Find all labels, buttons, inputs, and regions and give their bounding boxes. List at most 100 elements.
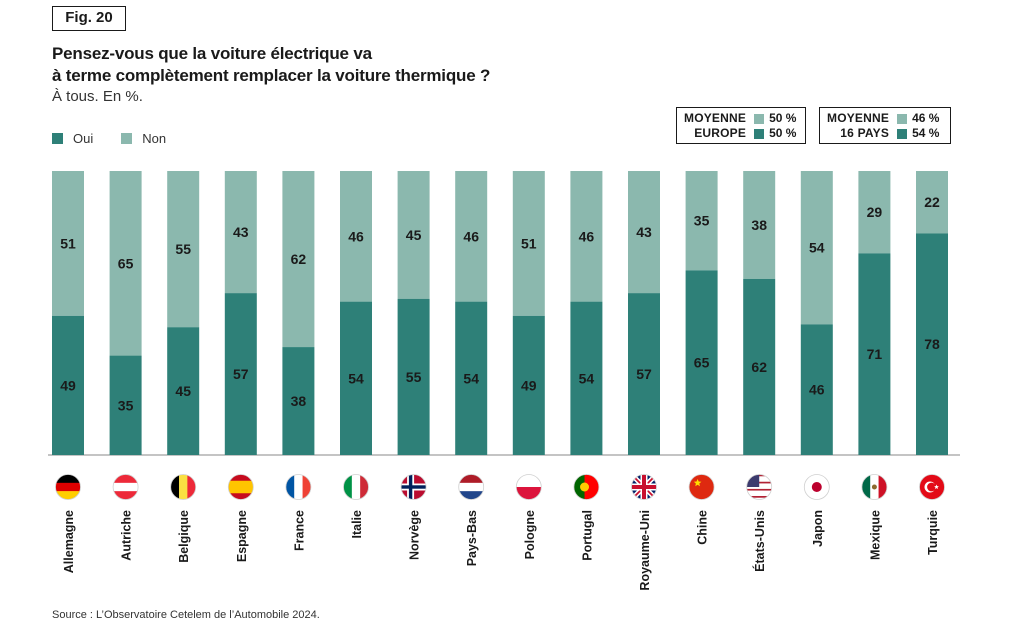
category-label-2: Autriche [120, 510, 134, 561]
data-label-non-9: 51 [521, 235, 537, 251]
bar-non-13 [743, 171, 776, 279]
mexico-flag [861, 474, 887, 500]
data-label-oui-9: 49 [521, 377, 537, 393]
belgium-flag [170, 474, 196, 500]
data-label-non-8: 46 [463, 228, 479, 244]
category-label-16: Turquie [926, 510, 940, 555]
bar-non-10 [570, 171, 603, 302]
legend-item-oui: Oui [52, 131, 93, 146]
chart-subtitle: À tous. En %. [52, 88, 143, 105]
austria-flag [113, 474, 139, 500]
flag-outline-13 [746, 474, 773, 500]
category-label-5: France [292, 510, 306, 551]
bar-oui-10 [570, 301, 603, 455]
category-label-10: Portugal [580, 510, 594, 561]
category-label-7: Norvège [408, 510, 422, 560]
title-line-1: Pensez-vous que la voiture électrique va [52, 44, 372, 63]
bar-non-11 [628, 171, 660, 294]
turkey-flag [919, 474, 945, 500]
legend-label-non: Non [142, 131, 167, 146]
bar-oui-16 [916, 233, 948, 455]
category-label-12: Chine [696, 510, 710, 545]
data-label-oui-10: 54 [579, 370, 595, 386]
data-label-non-7: 45 [406, 227, 422, 243]
legend-swatch-oui [52, 133, 63, 144]
bar-oui-15 [858, 253, 891, 455]
data-label-non-4: 43 [233, 224, 249, 240]
avg-all-oui-swatch [897, 128, 908, 139]
data-label-non-13: 38 [751, 217, 767, 233]
category-label-6: Italie [350, 510, 364, 539]
netherlands-flag [458, 474, 484, 500]
avg-all-non-swatch [897, 113, 908, 124]
bar-oui-9 [512, 315, 545, 455]
bar-oui-14 [800, 324, 833, 455]
spain-flag [228, 474, 254, 500]
data-label-oui-15: 71 [867, 346, 883, 362]
data-label-non-15: 29 [867, 204, 883, 220]
legend-item-non: Non [121, 131, 166, 146]
avg-europe-non-value: 50 % [769, 111, 797, 125]
flag-outline-11 [631, 474, 657, 500]
data-label-oui-8: 54 [463, 370, 479, 386]
data-label-oui-16: 78 [924, 336, 940, 352]
flag-outline-6 [343, 474, 369, 500]
bar-oui-3 [167, 327, 200, 455]
data-label-non-2: 65 [118, 255, 134, 271]
flag-outline-5 [285, 474, 312, 500]
data-label-oui-4: 57 [233, 366, 249, 382]
average-16-pays-box: MOYENNE 16 PAYS 46 % 54 % [819, 107, 951, 144]
category-label-8: Pays-Bas [465, 510, 479, 566]
france-flag [285, 474, 311, 500]
bar-non-9 [512, 171, 545, 316]
data-label-non-1: 51 [60, 235, 76, 251]
bar-oui-8 [455, 301, 488, 455]
avg-all-non-value: 46 % [912, 111, 940, 125]
chart-title: Pensez-vous que la voiture électrique va… [52, 43, 652, 87]
bar-non-14 [800, 171, 833, 325]
flag-outline-9 [515, 474, 542, 500]
norway-flag [401, 474, 427, 500]
data-label-oui-13: 62 [751, 359, 767, 375]
data-label-oui-3: 45 [175, 383, 191, 399]
bar-oui-4 [224, 293, 257, 455]
average-europe-box: MOYENNE EUROPE 50 % 50 % [676, 107, 806, 144]
bar-non-15 [858, 171, 891, 254]
data-label-non-11: 43 [636, 224, 652, 240]
category-label-1: Allemagne [62, 510, 76, 573]
legend-swatch-non [121, 133, 133, 144]
flag-outline-12 [688, 474, 715, 500]
data-label-non-10: 46 [579, 228, 595, 244]
source-note: Source : L’Observatoire Cetelem de l’Aut… [52, 609, 320, 621]
category-label-14: Japon [811, 510, 825, 547]
data-label-oui-12: 65 [694, 355, 710, 371]
avg-all-label-2: 16 PAYS [840, 126, 890, 140]
bar-oui-7 [397, 298, 430, 455]
flag-outline-16 [919, 474, 945, 500]
bar-non-2 [109, 171, 142, 356]
category-label-9: Pologne [523, 510, 537, 559]
bar-non-3 [167, 171, 200, 328]
flag-outline-7 [400, 474, 427, 500]
avg-europe-non-swatch [754, 113, 765, 124]
bar-non-6 [340, 171, 372, 302]
category-label-11: Royaume-Uni [638, 510, 652, 591]
data-label-oui-11: 57 [636, 366, 652, 382]
germany-flag [55, 474, 81, 500]
data-label-non-14: 54 [809, 240, 825, 256]
data-label-oui-5: 38 [291, 393, 307, 409]
data-label-oui-14: 46 [809, 382, 825, 398]
bar-oui-11 [628, 293, 660, 455]
category-label-15: Mexique [868, 510, 882, 560]
china-flag [689, 474, 715, 500]
category-label-3: Belgique [177, 510, 191, 563]
data-label-oui-1: 49 [60, 377, 76, 393]
flag-outline-3 [170, 474, 197, 500]
poland-flag [516, 474, 542, 500]
bar-non-7 [397, 171, 430, 299]
figure-badge: Fig. 20 [52, 6, 126, 31]
data-label-oui-2: 35 [118, 397, 134, 413]
uk-flag [631, 474, 657, 500]
legend-label-oui: Oui [73, 131, 94, 146]
